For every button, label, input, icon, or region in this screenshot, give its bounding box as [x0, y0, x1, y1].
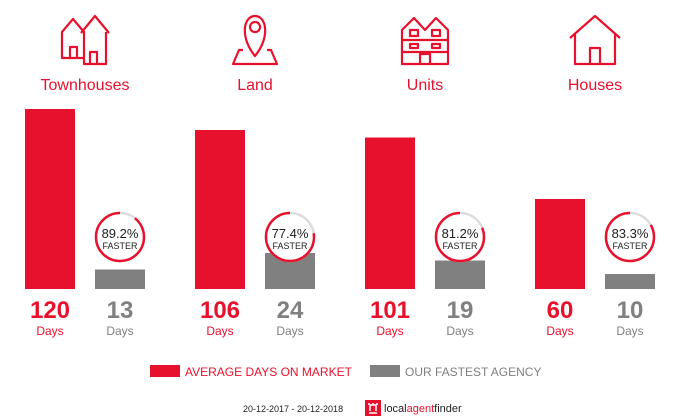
bar-average-days [25, 109, 75, 289]
value-average-days: 106 [200, 297, 240, 324]
brand-name: localagentfinder [384, 403, 462, 415]
days-label: Days [36, 324, 63, 338]
townhouses-icon [60, 14, 110, 66]
faster-label: FASTER [442, 241, 478, 251]
bar-fastest-agency [605, 274, 655, 289]
house-icon [569, 14, 621, 66]
brand-local: local [384, 403, 407, 415]
bar-fastest-agency [95, 269, 145, 289]
faster-ring-progress [264, 211, 316, 263]
category-label: Townhouses [41, 77, 130, 94]
bar-average-days [365, 137, 415, 289]
days-label: Days [376, 324, 403, 338]
brand-finder: finder [434, 403, 462, 415]
category-label: Land [237, 77, 273, 94]
category-label: Houses [568, 77, 622, 94]
logo-tower-icon [368, 403, 378, 414]
faster-percent: 83.3% [612, 226, 649, 241]
value-average-days: 60 [547, 297, 574, 324]
days-label: Days [446, 324, 473, 338]
days-label: Days [616, 324, 643, 338]
bar-average-days [195, 130, 245, 289]
legend-swatch-average [150, 365, 180, 377]
faster-label: FASTER [612, 241, 648, 251]
category-label: Units [407, 77, 443, 94]
faster-percent: 77.4% [272, 226, 309, 241]
units-icon [400, 16, 450, 66]
value-average-days: 120 [30, 297, 70, 324]
value-fastest-agency: 13 [107, 297, 134, 324]
value-fastest-agency: 24 [277, 297, 304, 324]
faster-label: FASTER [272, 241, 308, 251]
legend-label-average: AVERAGE DAYS ON MARKET [185, 365, 353, 379]
value-average-days: 101 [370, 297, 410, 324]
days-label: Days [276, 324, 303, 338]
value-fastest-agency: 19 [447, 297, 474, 324]
faster-ring-progress [434, 211, 486, 263]
days-label: Days [546, 324, 573, 338]
faster-percent: 89.2% [102, 226, 139, 241]
legend-label-fastest: OUR FASTEST AGENCY [405, 365, 541, 379]
bar-average-days [535, 199, 585, 289]
brand-agent: agent [407, 403, 435, 415]
land-pin-icon [231, 14, 279, 66]
days-label: Days [206, 324, 233, 338]
bar-fastest-agency [435, 260, 485, 289]
faster-percent: 81.2% [442, 226, 479, 241]
days-label: Days [106, 324, 133, 338]
legend-swatch-fastest [370, 365, 400, 377]
faster-ring-progress [604, 211, 656, 263]
faster-ring-progress [94, 211, 146, 263]
date-range: 20-12-2017 - 20-12-2018 [243, 404, 343, 414]
faster-label: FASTER [102, 241, 138, 251]
value-fastest-agency: 10 [617, 297, 644, 324]
